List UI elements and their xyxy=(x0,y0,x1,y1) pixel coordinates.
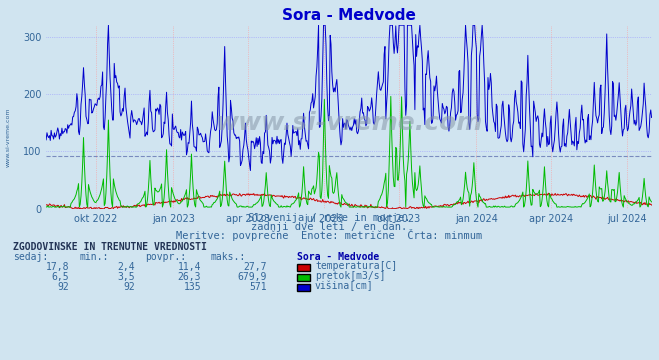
Title: Sora - Medvode: Sora - Medvode xyxy=(282,8,416,23)
Text: 2,4: 2,4 xyxy=(117,262,135,272)
Text: 17,8: 17,8 xyxy=(45,262,69,272)
Text: 92: 92 xyxy=(123,282,135,292)
Text: višina[cm]: višina[cm] xyxy=(315,280,374,291)
Text: sedaj:: sedaj: xyxy=(13,252,48,262)
Text: 571: 571 xyxy=(249,282,267,292)
Text: 27,7: 27,7 xyxy=(243,262,267,272)
Text: www.si-vreme.com: www.si-vreme.com xyxy=(5,107,11,167)
Text: 3,5: 3,5 xyxy=(117,272,135,282)
Text: pretok[m3/s]: pretok[m3/s] xyxy=(315,271,386,281)
Text: Slovenija / reke in morje.: Slovenija / reke in morje. xyxy=(248,213,411,224)
Text: 11,4: 11,4 xyxy=(177,262,201,272)
Text: www.si-vreme.com: www.si-vreme.com xyxy=(215,111,483,135)
Text: zadnji dve leti / en dan.: zadnji dve leti / en dan. xyxy=(251,222,408,233)
Text: 92: 92 xyxy=(57,282,69,292)
Text: 6,5: 6,5 xyxy=(51,272,69,282)
Text: 26,3: 26,3 xyxy=(177,272,201,282)
Text: ZGODOVINSKE IN TRENUTNE VREDNOSTI: ZGODOVINSKE IN TRENUTNE VREDNOSTI xyxy=(13,242,207,252)
Text: povpr.:: povpr.: xyxy=(145,252,186,262)
Text: temperatura[C]: temperatura[C] xyxy=(315,261,397,271)
Text: 135: 135 xyxy=(183,282,201,292)
Text: maks.:: maks.: xyxy=(211,252,246,262)
Text: 679,9: 679,9 xyxy=(237,272,267,282)
Text: Sora - Medvode: Sora - Medvode xyxy=(297,252,379,262)
Text: min.:: min.: xyxy=(79,252,109,262)
Text: Meritve: povprečne  Enote: metrične  Črta: minmum: Meritve: povprečne Enote: metrične Črta:… xyxy=(177,229,482,242)
